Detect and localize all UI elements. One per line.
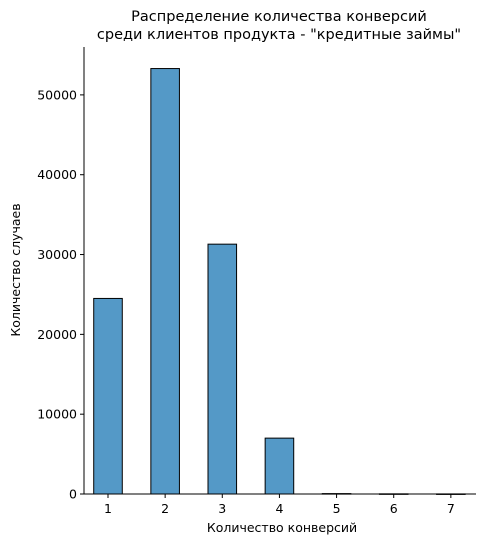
bar-2 [150, 68, 180, 495]
x-tick-label: 1 [104, 501, 112, 516]
bar-3 [207, 243, 238, 495]
bar-1 [93, 297, 123, 495]
y-tick-label: 10000 [37, 407, 77, 422]
x-tick-label: 7 [447, 501, 455, 516]
y-tick-label: 50000 [37, 87, 77, 102]
chart-title-line-2: среди клиентов продукта - "кредитные зай… [97, 27, 461, 43]
x-tick-label: 4 [275, 501, 283, 516]
x-axis-ticks: 1 2 3 4 5 6 7 [104, 494, 455, 516]
bar-4 [264, 437, 295, 495]
bars-group [93, 68, 466, 495]
chart-title-line-1: Распределение количества конверсий [131, 9, 427, 25]
y-tick-label: 40000 [37, 167, 77, 182]
y-tick-label: 20000 [37, 327, 77, 342]
y-tick-label: 30000 [37, 247, 77, 262]
y-axis-label: Количество случаев [8, 203, 23, 336]
x-axis-label: Количество конверсий [207, 520, 357, 535]
x-tick-label: 5 [333, 501, 341, 516]
y-tick-label: 0 [69, 487, 77, 502]
x-tick-label: 6 [390, 501, 398, 516]
x-tick-label: 3 [218, 501, 226, 516]
y-axis-ticks: 0 10000 20000 30000 40000 50000 [37, 87, 84, 502]
x-tick-label: 2 [161, 501, 169, 516]
